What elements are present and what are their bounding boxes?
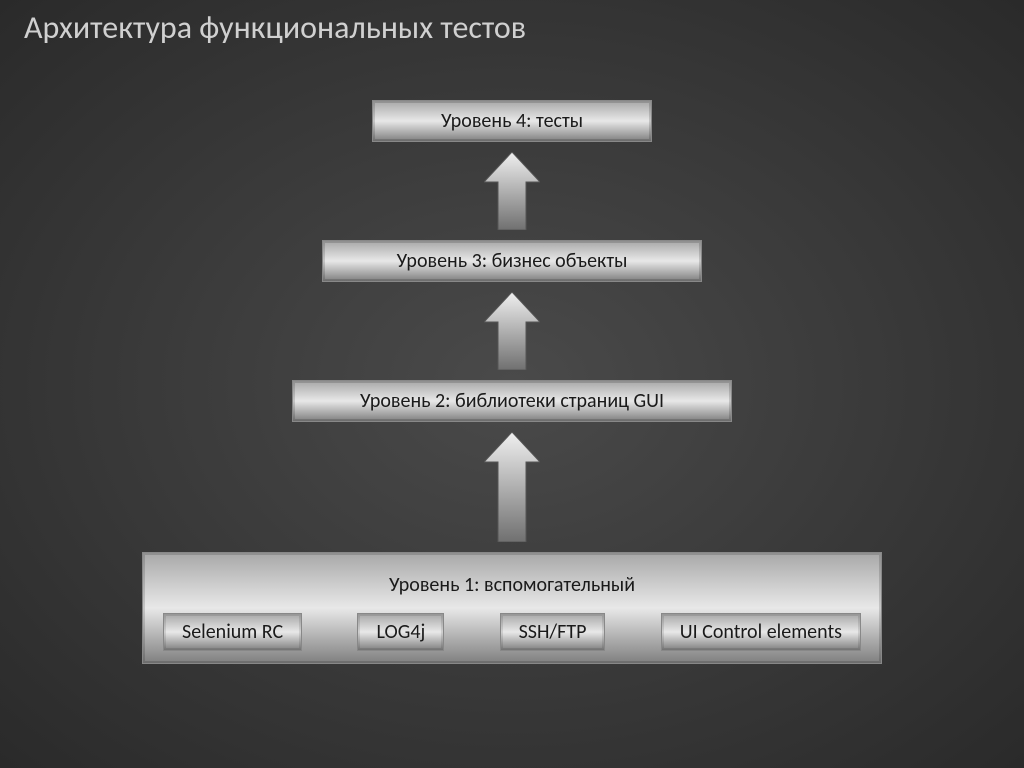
level-2-box: Уровень 2: библиотеки страниц GUI — [292, 380, 732, 422]
sub-item-log4j: LOG4j — [357, 613, 444, 651]
up-arrow-icon — [484, 152, 540, 230]
level-3-box: Уровень 3: бизнес объекты — [322, 240, 702, 282]
level-1-items: Selenium RC LOG4j SSH/FTP UI Control ele… — [163, 613, 861, 651]
up-arrow-icon — [484, 432, 540, 542]
arrow-l1-to-l2 — [484, 432, 540, 542]
level-1-label: Уровень 1: вспомогательный — [163, 573, 861, 597]
arrow-l3-to-l4 — [484, 152, 540, 230]
slide-title: Архитектура функциональных тестов — [24, 8, 526, 47]
arrow-l2-to-l3 — [484, 292, 540, 370]
up-arrow-icon — [484, 292, 540, 370]
level-4-box: Уровень 4: тесты — [372, 100, 652, 142]
sub-item-sshftp: SSH/FTP — [500, 613, 606, 651]
level-1-box: Уровень 1: вспомогательный Selenium RC L… — [142, 552, 882, 664]
sub-item-uicontrol: UI Control elements — [661, 613, 861, 651]
sub-item-selenium: Selenium RC — [163, 613, 302, 651]
architecture-diagram: Уровень 4: тесты Уровень 3: бизнес объек… — [0, 100, 1024, 664]
